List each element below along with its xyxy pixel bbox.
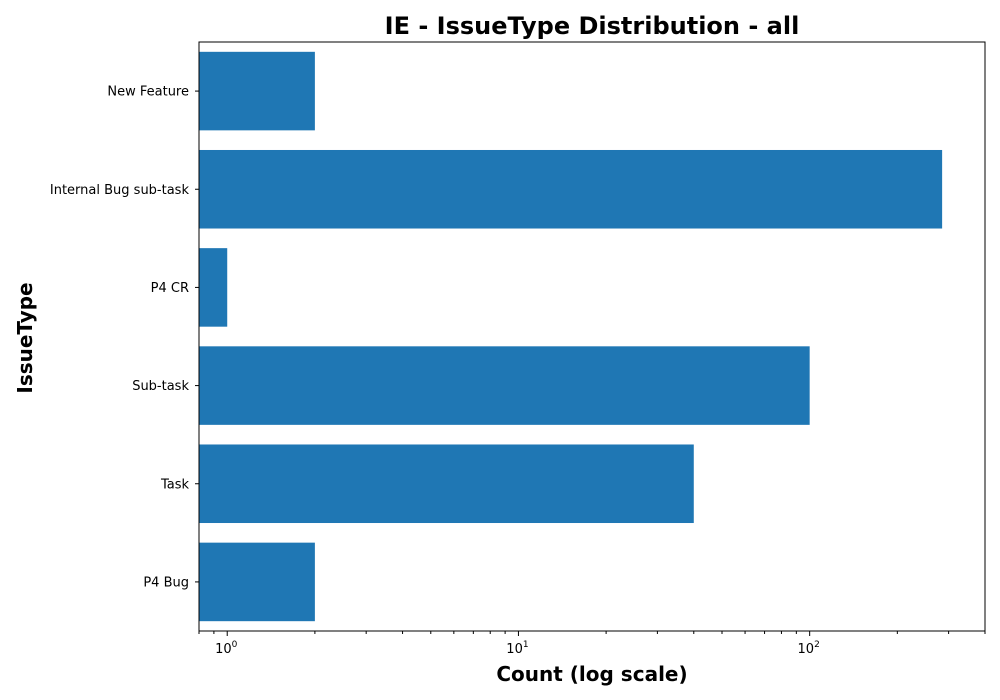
bar-new-feature — [199, 51, 315, 131]
bar-p4-cr — [199, 248, 228, 327]
x-tick-label: 100 — [215, 640, 238, 657]
x-axis-label: Count (log scale) — [496, 662, 687, 686]
bar-internal-bug-sub-task — [199, 149, 943, 229]
y-tick-label: New Feature — [107, 85, 189, 100]
y-ticks-group: New Feature Internal Bug sub-task P4 CR Sub… — [50, 85, 199, 590]
x-ticks-group: 100 101 102 — [198, 631, 986, 657]
y-tick-label: Internal Bug sub-task — [50, 183, 190, 198]
x-tick-label: 102 — [798, 640, 820, 657]
plot-frame — [198, 41, 986, 632]
bars-group — [199, 51, 943, 622]
bar-task — [199, 444, 694, 524]
y-tick-label: P4 CR — [151, 281, 189, 296]
y-tick-label: Sub-task — [132, 379, 189, 394]
bar-sub-task — [199, 346, 810, 425]
y-tick-label: Task — [160, 477, 190, 492]
x-tick-label: 101 — [506, 640, 528, 657]
chart-title: IE - IssueType Distribution - all — [385, 12, 800, 40]
y-axis-label: IssueType — [13, 282, 37, 393]
bar-p4-bug — [199, 542, 315, 622]
y-tick-label: P4 Bug — [143, 575, 189, 590]
